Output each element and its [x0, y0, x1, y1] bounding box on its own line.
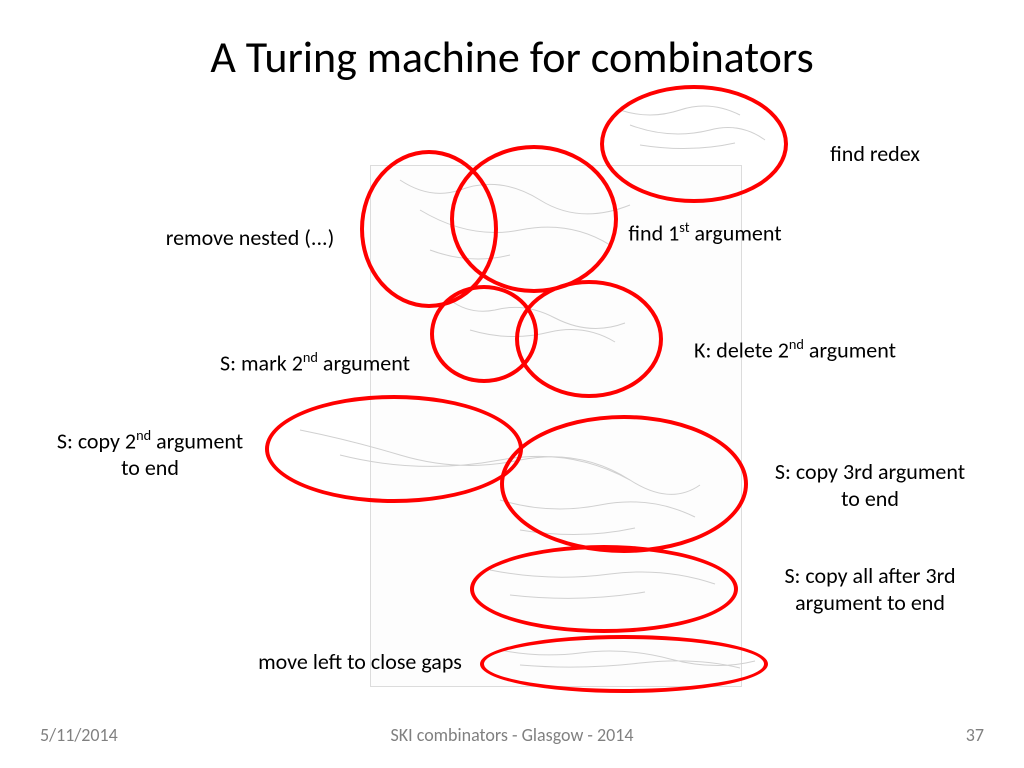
label-remove-nested: remove nested (...): [140, 224, 360, 251]
footer-page: 37: [966, 724, 984, 746]
el-k-delete-2nd: [515, 280, 663, 398]
el-find-redex: [600, 85, 788, 203]
el-s-copy-2nd: [265, 395, 523, 503]
label-s-copy-all-after: S: copy all after 3rdargument to end: [760, 562, 980, 616]
slide-title: A Turing machine for combinators: [0, 30, 1024, 84]
label-find-1st-arg: find 1st argument: [605, 218, 805, 246]
el-s-copy-3rd: [500, 415, 748, 553]
label-k-delete-2nd: K: delete 2nd argument: [670, 335, 920, 363]
label-move-left: move left to close gaps: [230, 648, 490, 675]
el-move-left: [480, 635, 768, 693]
footer-center: SKI combinators - Glasgow - 2014: [0, 724, 1024, 746]
label-find-redex: find redex: [800, 140, 950, 167]
label-s-copy-2nd: S: copy 2nd argumentto end: [40, 426, 260, 481]
label-s-copy-3rd: S: copy 3rd argumentto end: [760, 458, 980, 512]
el-s-copy-all: [470, 545, 738, 633]
label-s-mark-2nd: S: mark 2nd argument: [195, 348, 435, 376]
